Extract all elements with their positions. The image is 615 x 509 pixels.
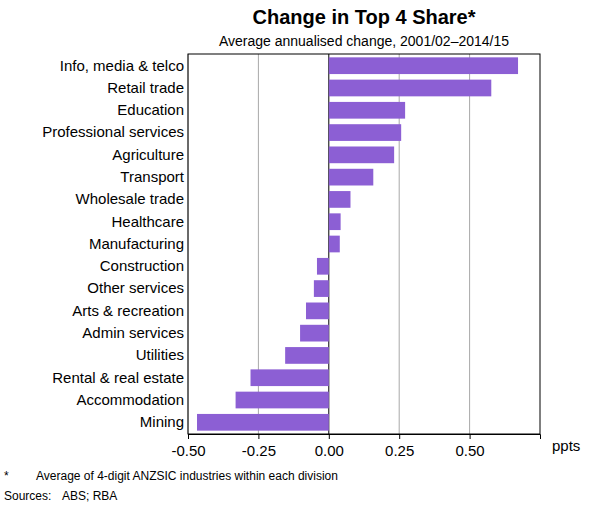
category-label: Arts & recreation (72, 302, 184, 319)
bar (314, 280, 329, 297)
x-tick-label: 0.00 (315, 442, 344, 459)
y-tick: Arts & recreation (72, 302, 188, 319)
bar (300, 325, 329, 342)
x-tick-label: 0.50 (455, 442, 484, 459)
x-tick-mark (329, 434, 330, 439)
bar (329, 169, 373, 186)
x-axis-label: ppts (552, 437, 580, 454)
y-tick: Admin services (82, 324, 188, 341)
category-label: Manufacturing (89, 235, 184, 252)
y-tick: Other services (87, 279, 188, 296)
bar (329, 146, 394, 163)
y-tick: Manufacturing (89, 235, 188, 252)
category-label: Rental & real estate (52, 369, 184, 386)
y-axis-line (188, 55, 189, 435)
bar (329, 191, 351, 208)
category-label: Education (117, 101, 184, 118)
bar (329, 236, 340, 253)
bar (329, 124, 401, 141)
x-tick: -0.50 (171, 434, 205, 459)
y-tick: Transport (120, 168, 188, 185)
y-axis: Info, media & telco Retail trade Education… (42, 55, 188, 435)
bars (197, 57, 518, 430)
x-tick: -0.25 (242, 434, 276, 459)
y-tick: Wholesale trade (76, 190, 188, 207)
subtitle: Average annualised change, 2001/02–2014/… (219, 33, 509, 49)
x-tick-mark (399, 434, 400, 439)
bar (317, 258, 329, 275)
category-label: Transport (120, 168, 184, 185)
bar (251, 369, 329, 386)
category-label: Mining (140, 413, 184, 430)
chart: Change in Top 4 Share* Average annualised… (0, 0, 615, 509)
bar (329, 57, 518, 74)
y-tick: Info, media & telco (60, 57, 188, 74)
category-label: Agriculture (112, 146, 184, 163)
category-label: Professional services (42, 123, 184, 140)
category-label: Other services (87, 279, 184, 296)
y-tick: Retail trade (107, 79, 188, 96)
x-tick-label: -0.50 (171, 442, 205, 459)
bar (236, 392, 329, 409)
category-label: Accommodation (76, 391, 184, 408)
title: Change in Top 4 Share* (253, 6, 476, 28)
x-tick-mark (258, 434, 259, 439)
x-tick: 0.00 (315, 434, 344, 459)
sources: ABS; RBA (62, 489, 117, 503)
category-label: Construction (100, 257, 184, 274)
grid-line (469, 54, 470, 434)
category-label: Healthcare (111, 213, 184, 230)
y-tick: Mining (140, 413, 188, 430)
category-label: Retail trade (107, 79, 184, 96)
x-axis-line (189, 435, 541, 440)
y-tick: Agriculture (112, 146, 188, 163)
y-tick: Utilities (136, 346, 188, 363)
bar (285, 347, 329, 364)
y-tick: Healthcare (111, 213, 188, 230)
x-tick: 0.50 (455, 434, 484, 459)
x-tick-label: 0.25 (385, 442, 414, 459)
category-label: Utilities (136, 346, 184, 363)
y-tick: Construction (100, 257, 188, 274)
sources-label: Sources: (4, 489, 51, 503)
x-tick-label: -0.25 (242, 442, 276, 459)
y-tick: Rental & real estate (52, 369, 188, 386)
y-tick: Professional services (42, 123, 188, 140)
bar (329, 213, 341, 230)
bar (329, 80, 491, 97)
plot-frame (188, 54, 540, 434)
x-tick-mark (188, 434, 189, 439)
y-tick: Education (117, 101, 188, 118)
grid (188, 54, 470, 434)
footnote-marker: * (4, 469, 9, 483)
bar (329, 102, 405, 119)
x-tick-mark (470, 434, 471, 439)
footnote: Average of 4-digit ANZSIC industries wit… (36, 469, 338, 483)
bar (197, 414, 329, 431)
bar (306, 303, 329, 320)
category-label: Wholesale trade (76, 190, 184, 207)
y-tick: Accommodation (76, 391, 188, 408)
category-label: Admin services (82, 324, 184, 341)
x-axis: -0.50 -0.25 0.00 0.25 0.50 (171, 434, 540, 459)
category-label: Info, media & telco (60, 57, 184, 74)
x-tick: 0.25 (385, 434, 414, 459)
